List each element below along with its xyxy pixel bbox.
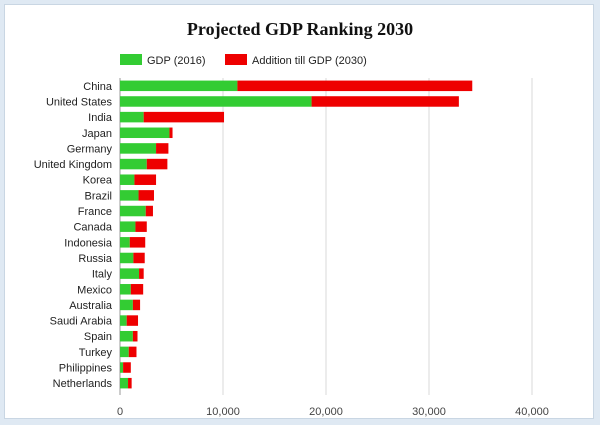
bar-gdp-2016: [120, 190, 139, 201]
bar-gdp-2016: [120, 221, 136, 232]
bar-addition-2030: [311, 96, 459, 107]
category-label: Italy: [92, 269, 113, 281]
bar-addition-2030: [132, 330, 138, 342]
bar-addition-2030: [143, 111, 225, 123]
category-label: India: [88, 112, 113, 124]
bar-addition-2030: [145, 205, 153, 217]
bar-gdp-2016: [120, 158, 147, 170]
bar-addition-2030: [139, 268, 144, 279]
bar-gdp-2016: [120, 252, 134, 264]
bar-gdp-2016: [120, 80, 238, 92]
bar-addition-2030: [134, 174, 157, 185]
bar-addition-2030: [146, 158, 168, 170]
category-label: Indonesia: [64, 237, 113, 249]
bar-addition-2030: [237, 80, 473, 92]
bar-addition-2030: [129, 237, 146, 248]
category-label: Canada: [73, 222, 112, 234]
category-label: Australia: [69, 300, 113, 312]
category-label: Saudi Arabia: [50, 316, 113, 328]
bar-gdp-2016: [120, 205, 146, 217]
category-label: United Kingdom: [34, 159, 112, 171]
bar-gdp-2016: [120, 315, 127, 326]
bar-gdp-2016: [120, 111, 144, 123]
category-label: United States: [46, 96, 113, 108]
legend-swatch: [120, 54, 142, 65]
legend-label: GDP (2016): [147, 55, 206, 67]
category-label: Korea: [83, 175, 113, 187]
category-label: Brazil: [84, 190, 112, 202]
category-label: Japan: [82, 128, 112, 140]
bar-addition-2030: [156, 143, 169, 154]
category-label: Spain: [84, 331, 112, 343]
category-label: Netherlands: [53, 378, 113, 390]
bar-addition-2030: [138, 190, 154, 201]
bar-gdp-2016: [120, 362, 124, 373]
category-label: Russia: [78, 253, 113, 265]
bar-addition-2030: [130, 284, 144, 295]
bar-addition-2030: [126, 315, 139, 326]
bar-addition-2030: [123, 362, 131, 373]
bar-addition-2030: [132, 299, 141, 311]
category-label: France: [78, 206, 112, 218]
chart-title: Projected GDP Ranking 2030: [186, 19, 414, 39]
bar-gdp-2016: [120, 127, 170, 139]
category-label: Turkey: [79, 347, 113, 359]
bar-gdp-2016: [120, 346, 129, 358]
category-label: China: [83, 81, 113, 93]
x-tick-label: 20,000: [309, 406, 343, 418]
bar-addition-2030: [169, 127, 173, 139]
category-label: Germany: [67, 143, 113, 155]
chart-frame: Projected GDP Ranking 2030: [4, 4, 594, 419]
bar-gdp-2016: [120, 330, 133, 342]
bar-gdp-2016: [120, 143, 157, 154]
x-tick-label: 0: [117, 406, 123, 418]
category-label: Mexico: [77, 284, 112, 296]
bar-gdp-2016: [120, 268, 140, 279]
x-tick-label: 10,000: [206, 406, 240, 418]
legend-swatch: [225, 54, 247, 65]
legend-label: Addition till GDP (2030): [252, 55, 367, 67]
bar-addition-2030: [135, 221, 147, 232]
category-label: Philippines: [59, 363, 113, 375]
x-tick-label: 40,000: [515, 406, 549, 418]
bar-gdp-2016: [120, 237, 130, 248]
bar-gdp-2016: [120, 96, 312, 107]
bar-gdp-2016: [120, 377, 129, 389]
bar-gdp-2016: [120, 299, 133, 311]
bar-addition-2030: [133, 252, 145, 264]
bar-addition-2030: [128, 377, 132, 389]
bar-gdp-2016: [120, 284, 131, 295]
bar-gdp-2016: [120, 174, 135, 185]
x-tick-label: 30,000: [412, 406, 446, 418]
bar-addition-2030: [128, 346, 137, 358]
